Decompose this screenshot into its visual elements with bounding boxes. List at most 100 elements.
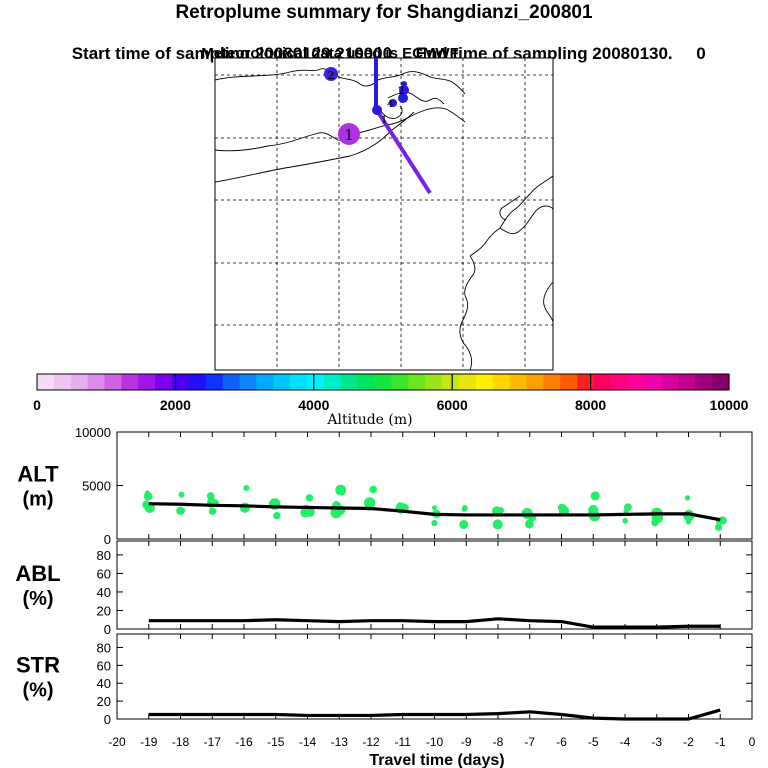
y-tick-label: 80 — [97, 640, 111, 655]
altitude-point — [684, 515, 693, 523]
colorbar-cell — [712, 374, 730, 390]
x-tick-label: -20 — [108, 735, 126, 749]
colorbar-cell — [577, 374, 595, 390]
map-panel: 1 2 1 4 2 — [214, 57, 554, 371]
y-tick-label: 0 — [104, 712, 111, 727]
chart-title: Retroplume summary for Shangdianzi_20080… — [175, 2, 593, 23]
x-tick-label: -8 — [493, 735, 504, 749]
panel-frame — [116, 540, 753, 630]
colorbar-cell — [172, 374, 190, 390]
plume-small-label: 2 — [398, 86, 404, 97]
colorbar-cell — [644, 374, 663, 390]
x-tick-label: 0 — [749, 735, 756, 749]
plume-dot — [398, 93, 408, 103]
colorbar-cell — [627, 374, 646, 390]
x-tick-label: -17 — [204, 735, 222, 749]
x-tick-label: -4 — [620, 735, 631, 749]
colorbar-cell — [695, 374, 713, 390]
altitude-point — [718, 516, 727, 525]
coastlines — [214, 68, 554, 371]
altitude-point — [243, 485, 250, 491]
altitude-point — [492, 506, 502, 516]
x-tick-label: -5 — [588, 735, 599, 749]
altitude-scatter — [142, 484, 727, 531]
plume-small-label: 1 — [381, 115, 387, 126]
altitude-point — [623, 508, 629, 514]
x-tick-label: -2 — [683, 735, 694, 749]
colorbar-cell — [87, 374, 106, 390]
altitude-point — [180, 508, 186, 513]
colorbar-cell — [70, 374, 89, 390]
x-tick-label: -1 — [715, 735, 726, 749]
colorbar-cell — [357, 374, 376, 390]
colorbar-cell — [155, 374, 173, 390]
panel-ylabel: ALT — [17, 462, 59, 487]
plume-marker-2-label: 2 — [328, 69, 335, 82]
series-line-str — [148, 708, 721, 721]
plume-small-label: 4 — [387, 99, 393, 110]
panel-frame — [116, 633, 753, 720]
colorbar-tick-label: 4000 — [298, 397, 329, 413]
x-tick-label: -9 — [461, 735, 472, 749]
altitude-point — [431, 519, 438, 527]
altitude-point — [397, 502, 403, 508]
altitude-point — [714, 523, 723, 531]
y-tick-label: 5000 — [82, 479, 111, 494]
y-tick-label: 60 — [97, 658, 111, 673]
altitude-point — [461, 506, 467, 512]
colorbar-cell — [509, 374, 528, 390]
plume-dot — [389, 99, 397, 107]
plume-marker-1-label: 1 — [344, 126, 354, 144]
colorbar-tick-label: 6000 — [437, 397, 468, 413]
panel-alt: 10000 5000 0 ALT(m) — [17, 425, 753, 547]
altitude-point — [207, 496, 215, 504]
altitude-point — [364, 497, 376, 509]
x-axis-label: Travel time (days) — [369, 752, 504, 768]
series-line-alt — [148, 502, 721, 522]
colorbar-cell — [307, 374, 325, 390]
altitude-point — [208, 507, 217, 515]
colorbar-cell — [543, 374, 561, 390]
colorbar-tick-label: 0 — [33, 397, 41, 413]
colorbar-cell — [661, 374, 679, 390]
colorbar-cell — [560, 374, 578, 390]
panel-ylabel: STR — [16, 653, 60, 678]
altitude-point — [622, 517, 628, 524]
y-tick-label: 0 — [104, 532, 111, 547]
colorbar-cell — [273, 374, 291, 390]
altitude-point — [684, 495, 691, 501]
colorbar-tick-label: 2000 — [160, 397, 191, 413]
colorbar-cell — [53, 374, 72, 390]
colorbar-cell — [408, 374, 426, 390]
x-tick-label: -11 — [395, 735, 412, 749]
altitude-point — [143, 492, 153, 501]
altitude-point — [305, 494, 314, 502]
altitude-point — [431, 505, 438, 511]
plume-marker-2 — [324, 67, 338, 81]
altitude-point — [369, 485, 378, 494]
x-tick-label: -15 — [267, 735, 285, 749]
altitude-point — [304, 506, 315, 517]
plume-dot — [399, 85, 409, 95]
colorbar-cell — [610, 374, 629, 390]
colorbar-cell — [475, 374, 494, 390]
trajectory-lines — [374, 58, 432, 195]
plume-dot — [401, 81, 407, 87]
altitude-point — [492, 519, 503, 530]
colorbar-cell — [138, 374, 156, 390]
y-tick-label: 40 — [97, 585, 111, 600]
y-tick-label: 60 — [97, 566, 111, 581]
x-tick-label: -19 — [140, 735, 158, 749]
altitude-colorbar: 0 2000 4000 6000 8000 10000 Altitude (m) — [33, 373, 749, 428]
altitude-point — [590, 491, 600, 501]
plume-dot — [372, 105, 382, 115]
panel-ylabel-unit: (%) — [22, 680, 53, 702]
colorbar-cell — [340, 374, 359, 390]
altitude-point — [459, 520, 469, 530]
colorbar-cell — [104, 374, 122, 390]
x-tick-label: -14 — [299, 735, 317, 749]
altitude-point — [178, 491, 185, 498]
y-tick-label: 80 — [97, 548, 111, 563]
panel-ylabel-unit: (%) — [22, 588, 53, 610]
